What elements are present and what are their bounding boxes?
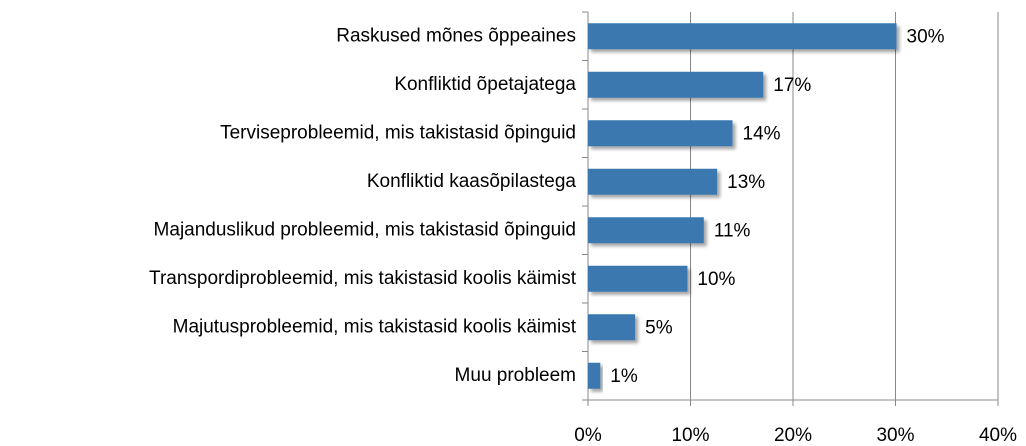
bar	[588, 362, 601, 389]
y-tick-label: Transpordiprobleemid, mis takistasid koo…	[149, 268, 577, 289]
data-label: 10%	[697, 269, 735, 290]
y-tick-label: Konfliktid kaasõpilastega	[367, 171, 577, 192]
data-label: 11%	[714, 220, 751, 241]
data-label: 30%	[907, 26, 945, 47]
x-tick-label: 20%	[774, 425, 812, 446]
x-tick-label: 0%	[574, 425, 602, 446]
y-tick-label: Raskused mõnes õppeaines	[336, 25, 576, 46]
data-label: 5%	[645, 317, 673, 338]
x-tick-label: 30%	[876, 425, 914, 446]
data-label: 14%	[743, 123, 781, 144]
bar	[588, 23, 897, 50]
data-label: 17%	[773, 75, 811, 96]
data-label: 13%	[727, 172, 765, 193]
bar	[588, 314, 636, 341]
data-label: 1%	[610, 366, 638, 387]
x-tick-label: 10%	[671, 425, 709, 446]
y-tick-label: Terviseprobleemid, mis takistasid õpingu…	[220, 122, 576, 143]
y-tick-label: Majanduslikud probleemid, mis takistasid…	[154, 219, 576, 240]
bar	[588, 265, 688, 292]
bar	[588, 168, 718, 195]
bar	[588, 120, 733, 147]
y-tick-label: Majutusprobleemid, mis takistasid koolis…	[173, 316, 577, 337]
y-tick-label: Konfliktid õpetajatega	[394, 74, 576, 95]
x-tick-label: 40%	[979, 425, 1017, 446]
y-tick-label: Muu probleem	[455, 365, 576, 386]
bar	[588, 217, 704, 244]
bar	[588, 71, 764, 98]
